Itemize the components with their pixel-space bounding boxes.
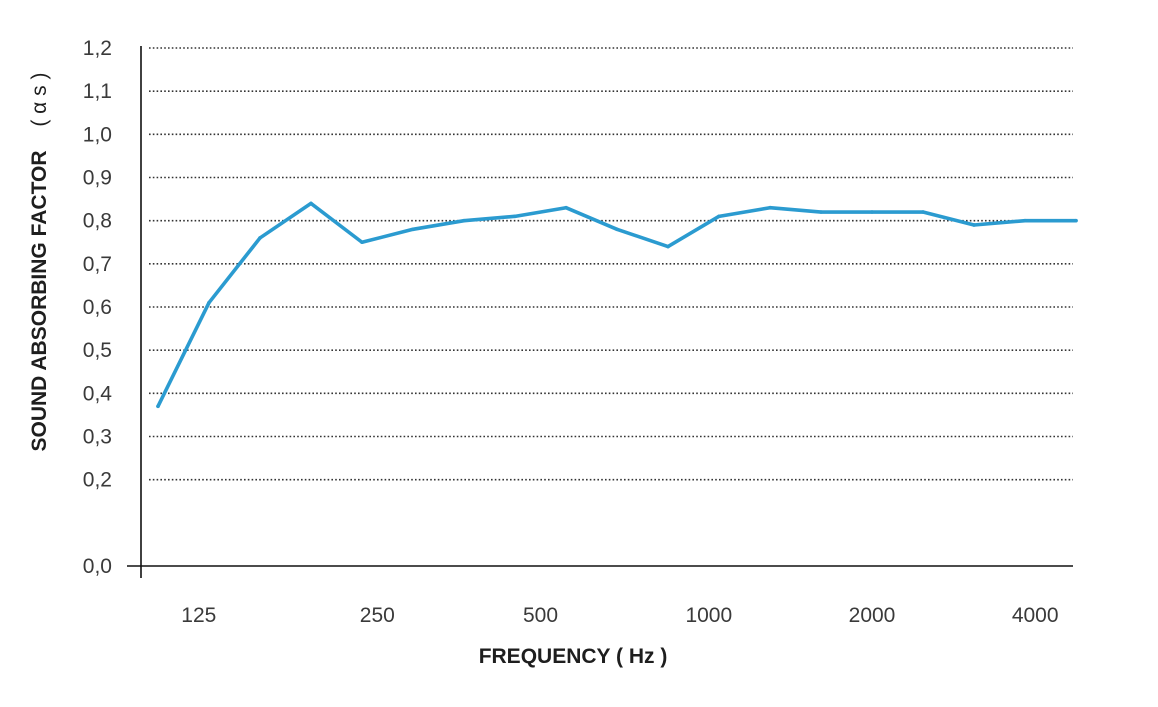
y-tick-label: 1,0 [83, 123, 112, 146]
data-point [462, 218, 466, 223]
data-point [513, 214, 517, 219]
data-point [972, 223, 976, 227]
y-tick-label: 0,3 [83, 426, 112, 449]
data-point [615, 227, 619, 232]
y-tick-label: 0,0 [83, 555, 112, 578]
x-tick-label: 500 [523, 604, 558, 627]
y-tick-label: 1,2 [83, 37, 112, 60]
x-tick-label: 125 [181, 604, 216, 627]
y-axis-title: SOUND ABSORBING FACTOR ( α s ) [28, 73, 51, 452]
x-tick-label: 250 [360, 604, 395, 627]
x-tick-labels: 125 250 500 1000 2000 4000 [181, 604, 1058, 627]
y-tick-label: 0,8 [83, 210, 112, 233]
data-point [666, 244, 670, 249]
data-point [156, 404, 160, 409]
y-axis-title-symbol: ( α s ) [28, 73, 51, 127]
data-point [360, 240, 364, 245]
x-tick-label: 2000 [849, 604, 896, 627]
data-point [819, 210, 823, 214]
data-point [870, 210, 874, 214]
y-tick-label: 0,4 [83, 382, 113, 405]
grid-lines [149, 47, 1073, 481]
axes [127, 46, 1073, 578]
data-point [1023, 218, 1027, 223]
data-point [768, 205, 772, 210]
data-point [207, 300, 211, 305]
data-point [717, 214, 721, 219]
y-tick-label: 0,5 [83, 339, 112, 362]
y-tick-label: 1,1 [83, 80, 112, 103]
y-tick-labels: 0,0 0,2 0,3 0,4 0,5 0,6 0,7 0,8 0,9 1,0 1,1 1,2 [83, 37, 113, 578]
x-axis-title: FREQUENCY ( Hz ) [479, 645, 668, 668]
y-tick-label: 0,2 [83, 469, 112, 492]
data-point [258, 236, 262, 240]
data-point [411, 227, 415, 232]
data-point [1074, 218, 1078, 223]
series-layer [156, 201, 1078, 409]
data-point [309, 201, 313, 206]
x-tick-label: 1000 [685, 604, 732, 627]
y-tick-label: 0,6 [83, 296, 112, 319]
y-tick-label: 0,7 [83, 253, 112, 276]
data-point [921, 210, 925, 214]
y-tick-label: 0,9 [83, 167, 112, 190]
series-line [156, 201, 1078, 409]
y-axis-title-text: SOUND ABSORBING FACTOR [28, 150, 51, 451]
x-tick-label: 4000 [1012, 604, 1059, 627]
data-point [564, 205, 568, 210]
